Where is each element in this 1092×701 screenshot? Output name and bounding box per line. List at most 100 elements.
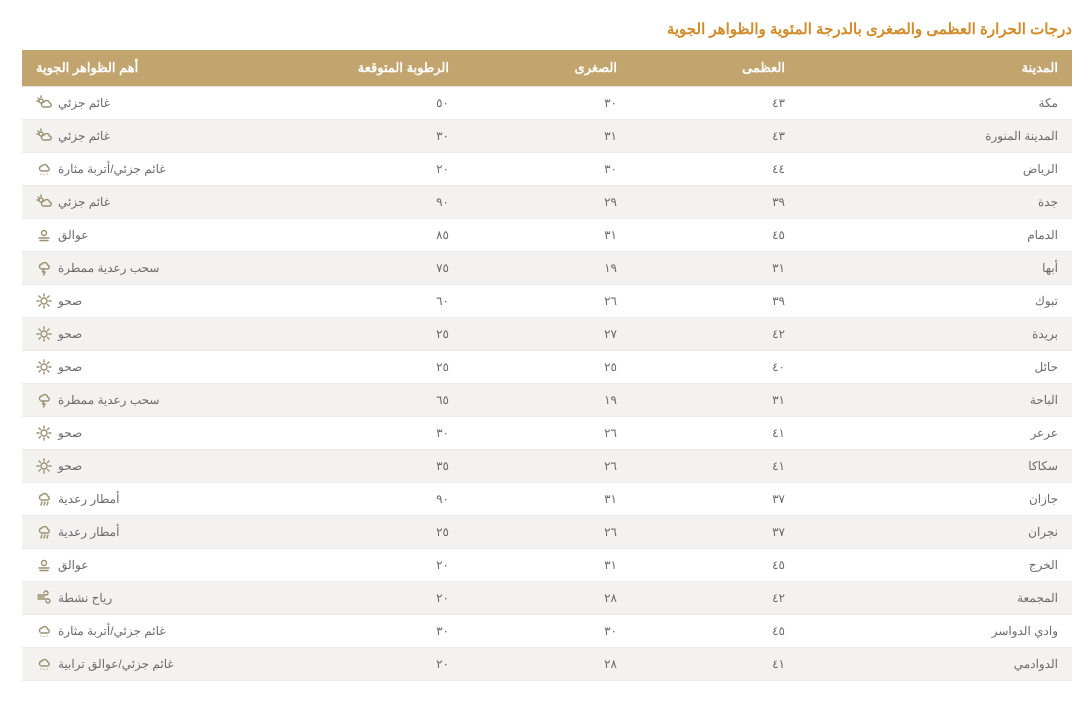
table-header: المدينة العظمى الصغرى الرطوبة المتوقعة أ… — [22, 50, 1072, 87]
cell-high: ٤٠ — [631, 351, 799, 384]
cell-low: ٣٠ — [463, 87, 631, 120]
cell-city: الدمام — [799, 219, 1072, 252]
table-row: الدمام٤٥٣١٨٥عوالق — [22, 219, 1072, 252]
cell-high: ٣٧ — [631, 516, 799, 549]
table-row: تبوك٣٩٢٦٦٠صحو — [22, 285, 1072, 318]
table-row: حائل٤٠٢٥٢٥صحو — [22, 351, 1072, 384]
partly_cloudy-icon — [36, 95, 52, 111]
cell-high: ٤١ — [631, 450, 799, 483]
phenomena-label: صحو — [58, 426, 82, 440]
phenomena-label: غائم جزئي/أتربة مثارة — [58, 162, 166, 176]
table-body: مكة٤٣٣٠٥٠غائم جزئيالمدينة المنورة٤٣٣١٣٠غ… — [22, 87, 1072, 681]
phenomena-label: أمطار رعدية — [58, 525, 119, 539]
phenomena-label: أمطار رعدية — [58, 492, 119, 506]
cell-low: ١٩ — [463, 384, 631, 417]
cell-phenomena: صحو — [22, 285, 295, 318]
cell-city: حائل — [799, 351, 1072, 384]
phenomena-label: سحب رعدية ممطرة — [58, 261, 159, 275]
weather-cell: صحو — [36, 293, 82, 309]
cell-high: ٤٥ — [631, 549, 799, 582]
cell-low: ٢٦ — [463, 516, 631, 549]
weather-cell: غائم جزئي — [36, 194, 110, 210]
phenomena-label: عوالق — [58, 228, 88, 242]
cell-phenomena: عوالق — [22, 219, 295, 252]
cell-high: ٣٩ — [631, 186, 799, 219]
table-row: جدة٣٩٢٩٩٠غائم جزئي — [22, 186, 1072, 219]
cell-humidity: ٧٥ — [295, 252, 463, 285]
cell-city: المدينة المنورة — [799, 120, 1072, 153]
cell-low: ٣١ — [463, 120, 631, 153]
cell-phenomena: أمطار رعدية — [22, 516, 295, 549]
phenomena-label: غائم جزئي — [58, 96, 110, 110]
table-row: الدوادمي٤١٢٨٢٠غائم جزئي/عوالق ترابية — [22, 648, 1072, 681]
weather-cell: سحب رعدية ممطرة — [36, 260, 159, 276]
cell-humidity: ٦٠ — [295, 285, 463, 318]
cell-humidity: ٣٠ — [295, 120, 463, 153]
cell-high: ٤٢ — [631, 582, 799, 615]
weather-cell: غائم جزئي/أتربة مثارة — [36, 623, 166, 639]
cell-city: الرياض — [799, 153, 1072, 186]
cell-high: ٤٥ — [631, 219, 799, 252]
cell-humidity: ٦٥ — [295, 384, 463, 417]
table-row: الرياض٤٤٣٠٢٠غائم جزئي/أتربة مثارة — [22, 153, 1072, 186]
cell-low: ٢٨ — [463, 648, 631, 681]
table-row: وادي الدواسر٤٥٣٠٣٠غائم جزئي/أتربة مثارة — [22, 615, 1072, 648]
cell-phenomena: صحو — [22, 318, 295, 351]
weather-cell: أمطار رعدية — [36, 491, 119, 507]
cell-humidity: ٢٠ — [295, 153, 463, 186]
phenomena-label: عوالق — [58, 558, 88, 572]
table-row: جازان٣٧٣١٩٠أمطار رعدية — [22, 483, 1072, 516]
cell-high: ٤٥ — [631, 615, 799, 648]
cell-city: المجمعة — [799, 582, 1072, 615]
cell-city: الدوادمي — [799, 648, 1072, 681]
cell-high: ٤٢ — [631, 318, 799, 351]
phenomena-label: غائم جزئي/أتربة مثارة — [58, 624, 166, 638]
cell-phenomena: غائم جزئي — [22, 120, 295, 153]
cell-high: ٤١ — [631, 648, 799, 681]
cell-humidity: ٣٥ — [295, 450, 463, 483]
cell-low: ٣٠ — [463, 153, 631, 186]
cell-phenomena: سحب رعدية ممطرة — [22, 384, 295, 417]
phenomena-label: غائم جزئي — [58, 129, 110, 143]
thunder-icon — [36, 260, 52, 276]
cell-low: ٣١ — [463, 549, 631, 582]
cell-high: ٣٧ — [631, 483, 799, 516]
cell-humidity: ٩٠ — [295, 483, 463, 516]
cell-low: ٣٠ — [463, 615, 631, 648]
cell-city: عرعر — [799, 417, 1072, 450]
cell-low: ٢٧ — [463, 318, 631, 351]
dusty-icon — [36, 623, 52, 639]
col-header-low: الصغرى — [463, 50, 631, 87]
cell-low: ٢٦ — [463, 417, 631, 450]
cell-phenomena: غائم جزئي/عوالق ترابية — [22, 648, 295, 681]
weather-cell: غائم جزئي — [36, 95, 110, 111]
page-title: درجات الحرارة العظمى والصغرى بالدرجة الم… — [22, 20, 1072, 38]
cell-city: جازان — [799, 483, 1072, 516]
weather-cell: غائم جزئي — [36, 128, 110, 144]
cell-low: ٣١ — [463, 219, 631, 252]
table-row: أبها٣١١٩٧٥سحب رعدية ممطرة — [22, 252, 1072, 285]
table-row: بريدة٤٢٢٧٢٥صحو — [22, 318, 1072, 351]
weather-cell: عوالق — [36, 227, 88, 243]
phenomena-label: سحب رعدية ممطرة — [58, 393, 159, 407]
hazy-icon — [36, 227, 52, 243]
clear-icon — [36, 458, 52, 474]
partly_cloudy-icon — [36, 194, 52, 210]
cell-humidity: ٢٠ — [295, 648, 463, 681]
weather-cell: سحب رعدية ممطرة — [36, 392, 159, 408]
cell-humidity: ٩٠ — [295, 186, 463, 219]
thunder-icon — [36, 392, 52, 408]
cell-phenomena: رياح نشطة — [22, 582, 295, 615]
phenomena-label: صحو — [58, 459, 82, 473]
cell-high: ٤٣ — [631, 120, 799, 153]
phenomena-label: صحو — [58, 327, 82, 341]
weather-cell: صحو — [36, 326, 82, 342]
cell-phenomena: أمطار رعدية — [22, 483, 295, 516]
cell-city: تبوك — [799, 285, 1072, 318]
cell-low: ٢٦ — [463, 285, 631, 318]
cell-high: ٣١ — [631, 252, 799, 285]
col-header-city: المدينة — [799, 50, 1072, 87]
cell-phenomena: غائم جزئي — [22, 87, 295, 120]
cell-city: أبها — [799, 252, 1072, 285]
table-row: مكة٤٣٣٠٥٠غائم جزئي — [22, 87, 1072, 120]
